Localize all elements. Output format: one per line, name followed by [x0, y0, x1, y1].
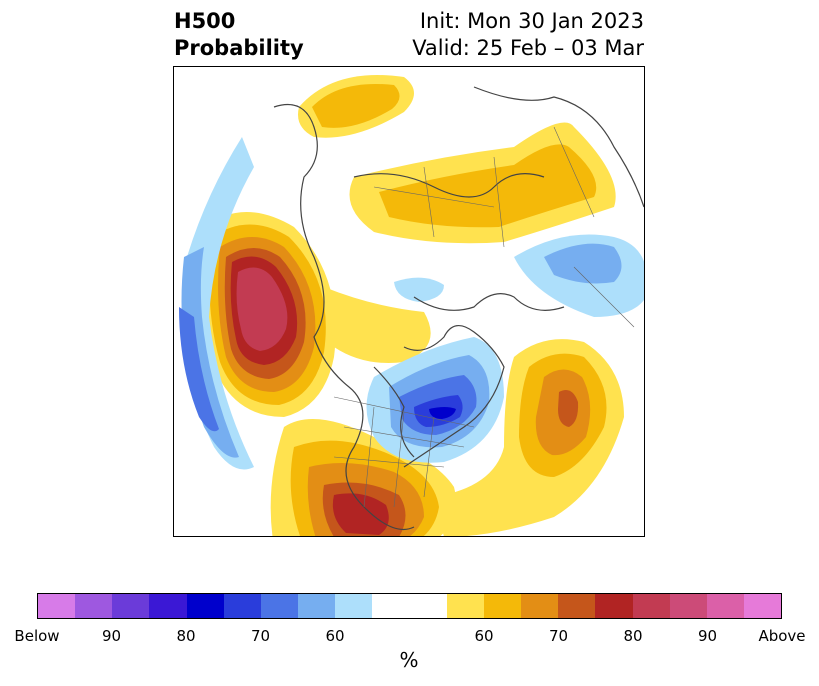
title-line-1: H500 [174, 9, 236, 33]
political-borders [333, 126, 635, 508]
probability-map [173, 66, 645, 537]
colorbar-swatch [446, 594, 484, 618]
colorbar-swatch [112, 594, 150, 618]
colorbar-swatch [632, 594, 670, 618]
central-positive-streak [324, 287, 431, 363]
atlantic-positive-anomaly [434, 339, 624, 536]
colorbar-unit: % [399, 648, 419, 672]
colorbar-swatch [223, 594, 261, 618]
colorbar-swatch [521, 594, 559, 618]
colorbar-swatch [558, 594, 596, 618]
colorbar-tick-label: Below [14, 627, 60, 645]
colorbar-tick-label: 80 [176, 627, 196, 645]
colorbar-tick-label: 70 [250, 627, 271, 645]
colorbar-swatch [186, 594, 224, 618]
map-canvas [179, 75, 644, 536]
colorbar-tick-label: 90 [101, 627, 122, 645]
colorbar-swatch [149, 594, 187, 618]
colorbar-swatch [38, 594, 76, 618]
colorbar-tick-label: Above [758, 627, 806, 645]
colorbar-tick-label: 60 [474, 627, 494, 645]
arctic-negative-anomaly [394, 234, 644, 317]
colorbar-swatch [75, 594, 113, 618]
valid-range: Valid: 25 Feb – 03 Mar [412, 36, 644, 60]
colorbar-swatch [669, 594, 707, 618]
colorbar-swatch [372, 594, 410, 618]
colorbar-swatch [335, 594, 373, 618]
colorbar-tick-label: 70 [548, 627, 569, 645]
colorbar-tick-label: 60 [325, 627, 345, 645]
forecast-dates: Init: Mon 30 Jan 2023 Valid: 25 Feb – 03… [412, 8, 644, 62]
colorbar-swatch [743, 594, 782, 618]
colorbar-swatch [298, 594, 336, 618]
coastlines [273, 86, 644, 531]
title-line-2: Probability [174, 36, 304, 60]
colorbar-swatch [595, 594, 633, 618]
map-title: H500 Probability [174, 8, 304, 62]
pacific-positive-anomaly [200, 212, 336, 417]
colorbar-swatch [706, 594, 744, 618]
init-date: Init: Mon 30 Jan 2023 [419, 9, 644, 33]
colorbar-swatch [260, 594, 299, 618]
colorbar-swatch [483, 594, 522, 618]
colorbar-tick-label: 80 [623, 627, 643, 645]
west-negative-anomaly [179, 137, 254, 470]
colorbar-swatch [409, 594, 447, 618]
arctic-positive-band [298, 75, 616, 244]
colorbar [37, 593, 782, 619]
colorbar-tick-label: 90 [697, 627, 718, 645]
